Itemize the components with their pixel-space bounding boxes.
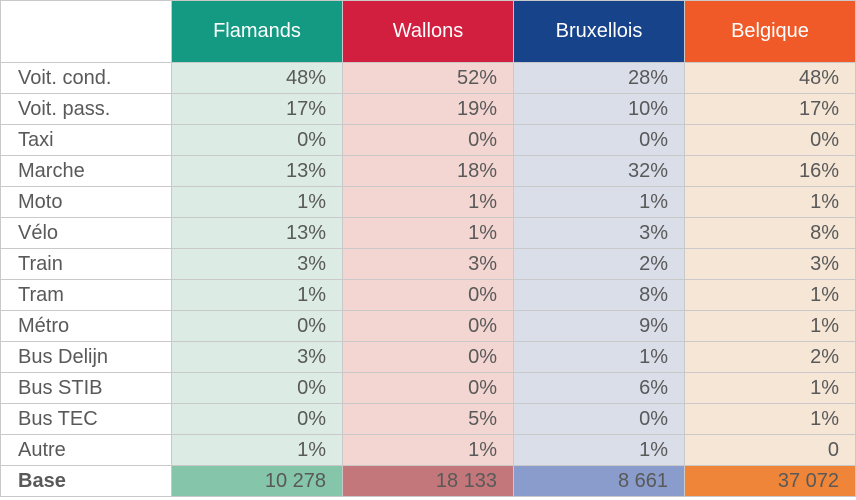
cell-train-belgique: 3% (684, 248, 856, 280)
cell-moto-flamands: 1% (171, 186, 343, 218)
table-row: Métro 0% 0% 9% 1% (0, 310, 856, 342)
cell-tram-bruxellois: 8% (513, 279, 685, 311)
base-cell-wallons: 18 133 (342, 465, 514, 497)
row-label-bus-tec: Bus TEC (0, 403, 172, 435)
table-row: Bus STIB 0% 0% 6% 1% (0, 372, 856, 404)
base-row: Base 10 278 18 133 8 661 37 072 (0, 465, 856, 497)
row-label-voit-pass: Voit. pass. (0, 93, 172, 125)
cell-tram-wallons: 0% (342, 279, 514, 311)
table-row: Train 3% 3% 2% 3% (0, 248, 856, 280)
cell-bus-stib-belgique: 1% (684, 372, 856, 404)
table-row: Vélo 13% 1% 3% 8% (0, 217, 856, 249)
column-header-belgique: Belgique (684, 0, 856, 63)
table-row: Autre 1% 1% 1% 0 (0, 434, 856, 466)
cell-velo-wallons: 1% (342, 217, 514, 249)
cell-metro-belgique: 1% (684, 310, 856, 342)
cell-voit-cond-belgique: 48% (684, 62, 856, 94)
cell-autre-flamands: 1% (171, 434, 343, 466)
cell-bus-stib-bruxellois: 6% (513, 372, 685, 404)
cell-bus-tec-flamands: 0% (171, 403, 343, 435)
cell-taxi-wallons: 0% (342, 124, 514, 156)
cell-marche-bruxellois: 32% (513, 155, 685, 187)
cell-voit-cond-wallons: 52% (342, 62, 514, 94)
row-label-taxi: Taxi (0, 124, 172, 156)
row-label-voit-cond: Voit. cond. (0, 62, 172, 94)
cell-train-bruxellois: 2% (513, 248, 685, 280)
table-row: Marche 13% 18% 32% 16% (0, 155, 856, 187)
cell-bus-delijn-bruxellois: 1% (513, 341, 685, 373)
cell-taxi-bruxellois: 0% (513, 124, 685, 156)
column-header-wallons: Wallons (342, 0, 514, 63)
table-body: Voit. cond. 48% 52% 28% 48% Voit. pass. 17% 19%… (0, 62, 856, 497)
cell-voit-cond-flamands: 48% (171, 62, 343, 94)
cell-metro-bruxellois: 9% (513, 310, 685, 342)
corner-cell (0, 0, 172, 63)
cell-bus-tec-belgique: 1% (684, 403, 856, 435)
cell-voit-pass-belgique: 17% (684, 93, 856, 125)
table-row: Taxi 0% 0% 0% 0% (0, 124, 856, 156)
cell-bus-delijn-wallons: 0% (342, 341, 514, 373)
cell-taxi-belgique: 0% (684, 124, 856, 156)
row-label-tram: Tram (0, 279, 172, 311)
row-label-bus-stib: Bus STIB (0, 372, 172, 404)
cell-marche-wallons: 18% (342, 155, 514, 187)
cell-autre-wallons: 1% (342, 434, 514, 466)
cell-bus-delijn-belgique: 2% (684, 341, 856, 373)
cell-voit-pass-wallons: 19% (342, 93, 514, 125)
cell-bus-stib-wallons: 0% (342, 372, 514, 404)
column-header-bruxellois: Bruxellois (513, 0, 685, 63)
row-label-autre: Autre (0, 434, 172, 466)
cell-metro-wallons: 0% (342, 310, 514, 342)
cell-velo-flamands: 13% (171, 217, 343, 249)
cell-moto-bruxellois: 1% (513, 186, 685, 218)
row-label-metro: Métro (0, 310, 172, 342)
cell-moto-belgique: 1% (684, 186, 856, 218)
table-row: Voit. cond. 48% 52% 28% 48% (0, 62, 856, 94)
table-row: Voit. pass. 17% 19% 10% 17% (0, 93, 856, 125)
cell-autre-bruxellois: 1% (513, 434, 685, 466)
cell-bus-tec-bruxellois: 0% (513, 403, 685, 435)
table-row: Tram 1% 0% 8% 1% (0, 279, 856, 311)
cell-voit-pass-flamands: 17% (171, 93, 343, 125)
row-label-marche: Marche (0, 155, 172, 187)
table-row: Bus TEC 0% 5% 0% 1% (0, 403, 856, 435)
cell-moto-wallons: 1% (342, 186, 514, 218)
cell-train-flamands: 3% (171, 248, 343, 280)
table-row: Moto 1% 1% 1% 1% (0, 186, 856, 218)
cell-bus-delijn-flamands: 3% (171, 341, 343, 373)
cell-autre-belgique: 0 (684, 434, 856, 466)
cell-tram-belgique: 1% (684, 279, 856, 311)
cell-train-wallons: 3% (342, 248, 514, 280)
row-label-bus-delijn: Bus Delijn (0, 341, 172, 373)
cell-tram-flamands: 1% (171, 279, 343, 311)
cell-metro-flamands: 0% (171, 310, 343, 342)
base-cell-bruxellois: 8 661 (513, 465, 685, 497)
row-label-train: Train (0, 248, 172, 280)
row-label-base: Base (0, 465, 172, 497)
cell-voit-cond-bruxellois: 28% (513, 62, 685, 94)
row-label-moto: Moto (0, 186, 172, 218)
row-label-velo: Vélo (0, 217, 172, 249)
cell-bus-stib-flamands: 0% (171, 372, 343, 404)
cell-taxi-flamands: 0% (171, 124, 343, 156)
column-header-flamands: Flamands (171, 0, 343, 63)
base-cell-belgique: 37 072 (684, 465, 856, 497)
base-cell-flamands: 10 278 (171, 465, 343, 497)
cell-velo-belgique: 8% (684, 217, 856, 249)
cell-velo-bruxellois: 3% (513, 217, 685, 249)
cell-bus-tec-wallons: 5% (342, 403, 514, 435)
cell-marche-flamands: 13% (171, 155, 343, 187)
cell-marche-belgique: 16% (684, 155, 856, 187)
cell-voit-pass-bruxellois: 10% (513, 93, 685, 125)
header-row: Flamands Wallons Bruxellois Belgique (0, 0, 856, 63)
table-row: Bus Delijn 3% 0% 1% 2% (0, 341, 856, 373)
